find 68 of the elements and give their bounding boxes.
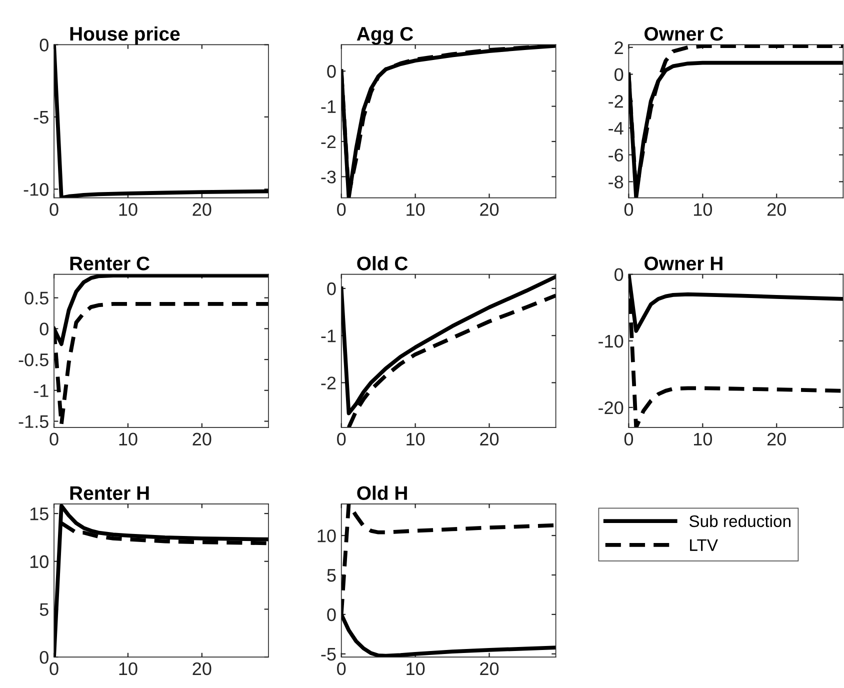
chart-title: Old H bbox=[357, 486, 407, 500]
x-tick-label: 20 bbox=[480, 203, 499, 216]
y-tick-label: 0 bbox=[40, 650, 48, 664]
y-tick-label: -10 bbox=[24, 183, 48, 196]
x-tick-label: 20 bbox=[192, 203, 212, 216]
y-tick-label: -2 bbox=[321, 135, 336, 148]
y-tick-label: 0 bbox=[614, 68, 624, 81]
x-tick-label: 0 bbox=[624, 203, 634, 216]
x-tick-label: 20 bbox=[192, 662, 212, 676]
x-tick-label: 10 bbox=[119, 662, 138, 676]
y-tick-label: 0 bbox=[614, 268, 624, 282]
x-tick-label: 10 bbox=[406, 662, 425, 676]
y-tick-label: -1.5 bbox=[18, 415, 48, 428]
y-tick-label: 0 bbox=[327, 608, 336, 622]
y-tick-label: 0 bbox=[40, 322, 48, 336]
legend-label: LTV bbox=[690, 539, 718, 551]
chart-title: Owner C bbox=[644, 26, 724, 41]
y-tick-label: 10 bbox=[30, 555, 48, 568]
y-tick-label: -4 bbox=[608, 122, 624, 135]
y-tick-label: 0.5 bbox=[24, 292, 48, 305]
chart-title: Renter C bbox=[70, 256, 150, 270]
y-tick-label: -2 bbox=[321, 376, 336, 390]
x-tick-label: 10 bbox=[119, 203, 138, 216]
legend-label: Sub reduction bbox=[689, 514, 790, 528]
y-tick-label: 15 bbox=[30, 508, 48, 520]
line-series bbox=[54, 504, 268, 658]
x-tick-label: 20 bbox=[480, 662, 499, 676]
x-tick-label: 20 bbox=[767, 203, 786, 216]
y-tick-label: -1 bbox=[34, 384, 48, 397]
y-tick-label: -6 bbox=[608, 148, 624, 162]
x-tick-label: 10 bbox=[406, 432, 425, 446]
chart-title: Owner H bbox=[644, 256, 722, 270]
chart-title: Old C bbox=[357, 256, 408, 270]
y-tick-label: 0 bbox=[327, 282, 336, 296]
x-tick-label: 0 bbox=[337, 203, 346, 216]
chart-title: House price bbox=[70, 26, 180, 45]
y-tick-label: -3 bbox=[321, 170, 336, 184]
x-tick-label: 10 bbox=[694, 432, 712, 446]
x-tick-label: 20 bbox=[192, 432, 212, 446]
y-tick-label: -20 bbox=[598, 401, 624, 414]
x-tick-label: 20 bbox=[480, 432, 499, 446]
y-tick-label: 2 bbox=[614, 41, 623, 54]
y-tick-label: -10 bbox=[598, 334, 624, 348]
y-tick-label: 0 bbox=[40, 38, 48, 52]
y-tick-label: -1 bbox=[321, 330, 336, 342]
y-tick-label: -8 bbox=[608, 176, 624, 188]
y-tick-label: -5 bbox=[34, 111, 48, 124]
y-tick-label: 10 bbox=[318, 529, 336, 542]
x-tick-label: 0 bbox=[50, 432, 58, 446]
chart-title: Agg C bbox=[356, 26, 414, 45]
line-series bbox=[54, 44, 268, 198]
x-tick-label: 0 bbox=[50, 662, 58, 676]
y-tick-label: 5 bbox=[327, 569, 336, 582]
x-tick-label: 20 bbox=[767, 432, 786, 446]
y-tick-label: -1 bbox=[321, 100, 336, 113]
y-tick-label: -0.5 bbox=[18, 353, 48, 366]
chart-title: Renter H bbox=[70, 486, 149, 500]
x-tick-label: 0 bbox=[624, 432, 634, 446]
x-tick-label: 10 bbox=[406, 203, 425, 216]
y-tick-label: 0 bbox=[327, 65, 336, 78]
x-tick-label: 0 bbox=[337, 662, 346, 676]
y-tick-label: -5 bbox=[321, 648, 336, 661]
y-tick-label: 5 bbox=[40, 603, 48, 616]
x-tick-label: 0 bbox=[337, 432, 346, 446]
x-tick-label: 10 bbox=[119, 432, 138, 446]
y-tick-label: -2 bbox=[608, 95, 623, 108]
x-tick-label: 0 bbox=[50, 203, 58, 216]
x-tick-label: 10 bbox=[694, 203, 712, 216]
